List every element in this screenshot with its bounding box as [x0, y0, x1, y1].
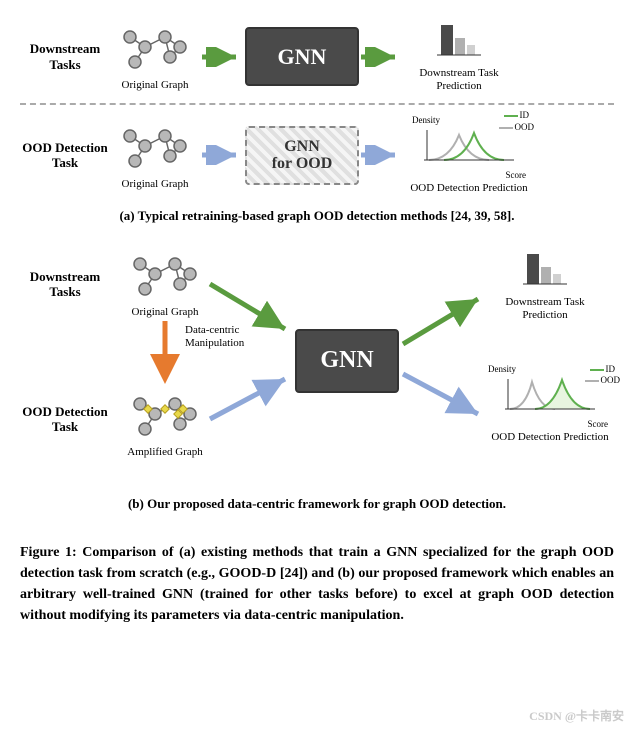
blue-arrow-out [398, 369, 488, 429]
output-caption-1: Downstream Task Prediction [404, 67, 514, 93]
gnn-box-1: GNN [245, 27, 359, 86]
ood-label: OOD Detection Task [20, 140, 110, 171]
ood-label-b: OOD Detection Task [20, 404, 110, 435]
downstream-label-b: Downstream Tasks [20, 269, 110, 300]
amplified-graph-icon [125, 389, 205, 439]
legend-b: ID OOD [585, 364, 621, 387]
arrow-3 [200, 145, 245, 165]
divider [20, 103, 614, 105]
graph-caption: Amplified Graph [120, 446, 210, 458]
legend-1: ID OOD [499, 110, 535, 133]
blue-arrow-in [205, 374, 295, 434]
arrow-2 [359, 47, 404, 67]
gnn-box-b: GNN [295, 329, 399, 393]
arrow-4 [359, 145, 404, 165]
orange-arrow [150, 316, 180, 386]
panel-b-caption: (b) Our proposed data-centric framework … [20, 496, 614, 512]
output-caption-b1: Downstream Task Prediction [490, 296, 600, 322]
panel-a-row2: OOD Detection Task Original Graph GNN fo… [20, 115, 614, 195]
bar-chart-icon [429, 20, 489, 60]
graph-caption: Original Graph [110, 178, 200, 190]
downstream-label: Downstream Tasks [20, 41, 110, 72]
original-graph-1: Original Graph [110, 22, 200, 91]
score-label-b: Score [480, 419, 608, 429]
output-caption-b2: OOD Detection Prediction [480, 431, 620, 444]
density-output-1: ID OOD Density Score OOD Detection Predi… [404, 115, 534, 195]
watermark: CSDN @卡卡南安 [529, 707, 624, 725]
graph-icon [115, 121, 195, 171]
amplified-graph: Amplified Graph [120, 389, 210, 458]
graph-icon [125, 249, 205, 299]
gnn-ood-label1: GNN [284, 138, 320, 156]
graph-icon [115, 22, 195, 72]
gnn-ood-box: GNN for OOD [245, 126, 359, 185]
panel-a-caption: (a) Typical retraining-based graph OOD d… [20, 208, 614, 224]
bar-chart-output: Downstream Task Prediction [404, 20, 514, 93]
gnn-ood-label2: for OOD [272, 155, 333, 173]
bar-chart-icon [515, 249, 575, 289]
arrow-1 [200, 47, 245, 67]
density-output-b: ID OOD Density Score OOD Detection Predi… [480, 364, 620, 444]
panel-a-row1: Downstream Tasks Original Graph GNN Do [20, 20, 614, 93]
green-arrow-in [205, 274, 295, 344]
output-caption-2: OOD Detection Prediction [404, 182, 534, 195]
bar-output-b: Downstream Task Prediction [490, 249, 600, 322]
original-graph-2: Original Graph [110, 121, 200, 190]
original-graph-b: Original Graph [120, 249, 210, 318]
figure-caption: Figure 1: Comparison of (a) existing met… [20, 542, 614, 626]
green-arrow-out [398, 289, 488, 354]
panel-b: Downstream Tasks OOD Detection Task Orig… [20, 244, 614, 484]
score-label: Score [404, 170, 526, 180]
graph-caption: Original Graph [110, 79, 200, 91]
